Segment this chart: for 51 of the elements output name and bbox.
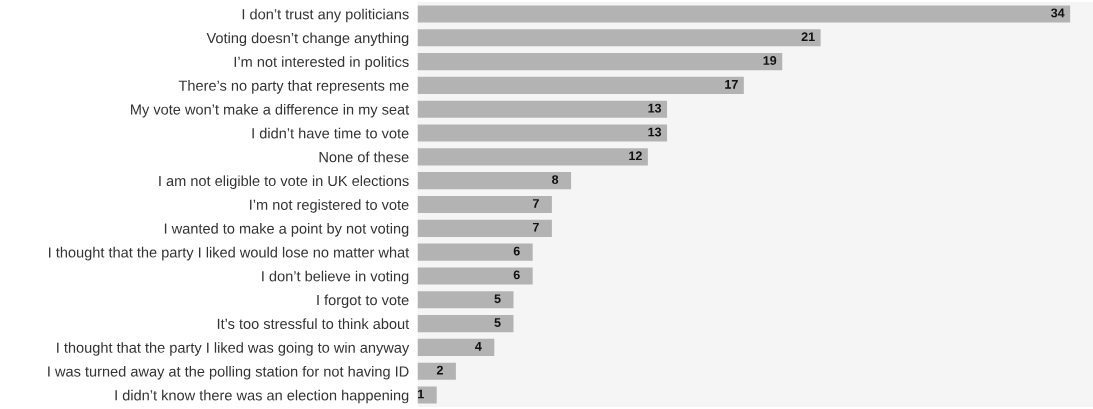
data-label: 4: [475, 342, 482, 351]
bar: [417, 362, 456, 380]
bar: [417, 315, 514, 333]
data-label: 13: [648, 127, 662, 137]
y-tick-label: I thought that the party I liked would lose no matter what: [49, 246, 410, 261]
data-label: 7: [532, 199, 539, 208]
bar: [417, 267, 533, 285]
data-label: 7: [532, 222, 539, 232]
y-tick-label: My vote won’t make a difference in my seat: [131, 103, 410, 118]
bar: [417, 29, 821, 47]
data-label: 34: [1051, 8, 1065, 18]
bar: [417, 148, 648, 166]
bar: [417, 386, 437, 404]
data-label: 2: [436, 365, 443, 375]
y-tick-label: I don’t trust any politicians: [242, 8, 409, 23]
y-tick-label: I’m not registered to vote: [250, 199, 409, 213]
y-tick-label: I am not eligible to vote in UK elections: [159, 175, 409, 189]
y-tick-label: None of these: [319, 151, 409, 163]
y-tick-label: I thought that the party I liked was going to win anyway: [57, 342, 410, 356]
y-tick-label: I didn’t have time to vote: [252, 127, 409, 139]
data-label: 12: [629, 151, 642, 161]
y-tick-label: I forgot to vote: [317, 294, 409, 309]
bar: [417, 291, 514, 309]
bar: [417, 195, 552, 214]
bar: [417, 172, 572, 190]
bar: [417, 5, 1071, 23]
y-tick-label: It’s too stressful to think about: [217, 318, 410, 330]
data-label: 5: [494, 294, 501, 304]
bar: [417, 100, 668, 118]
bar: [417, 124, 668, 142]
data-label: 8: [552, 175, 559, 185]
y-tick-label: I wanted to make a point by not voting: [164, 223, 409, 237]
y-tick-label: I’m not interested in politics: [234, 56, 409, 70]
data-label: 1: [418, 389, 424, 399]
y-tick-label: I didn’t know there was an election happening: [115, 389, 409, 404]
data-label: 6: [513, 246, 520, 256]
bar: [417, 338, 495, 356]
bar: [417, 243, 533, 261]
y-tick-label: I was turned away at the polling station for not having ID: [48, 365, 409, 380]
y-tick-label: I don’t believe in voting: [262, 270, 409, 285]
data-label: 19: [763, 56, 777, 65]
y-tick-label: Voting doesn’t change anything: [206, 32, 409, 47]
bar: [417, 53, 783, 71]
y-tick-label: There’s no party that represents me: [178, 80, 409, 94]
data-label: 6: [513, 270, 520, 280]
bar: [417, 76, 744, 94]
bar: [417, 219, 552, 237]
data-label: 13: [648, 103, 662, 113]
data-label: 17: [725, 80, 738, 89]
data-label: 21: [801, 32, 815, 41]
data-label: 5: [494, 318, 501, 327]
